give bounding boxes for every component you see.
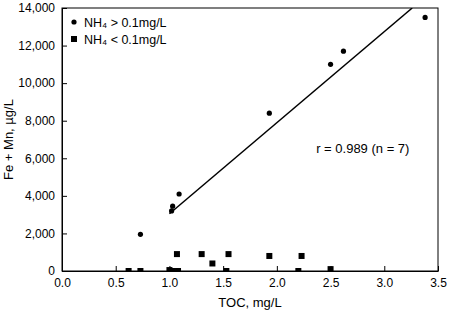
x-tick-label: 1.5 xyxy=(215,276,232,290)
point xyxy=(328,266,334,271)
y-tick-mark xyxy=(62,233,67,234)
y-tick-mark xyxy=(62,196,67,197)
point xyxy=(174,251,180,257)
x-axis: 0.0 0.5 1.0 1.5 2.0 2.5 3.0 3.5 xyxy=(54,266,447,290)
legend: NH₄ > 0.1mg/L NH₄ < 0.1mg/L xyxy=(71,16,167,47)
y-tick: 8,000 xyxy=(25,114,67,128)
y-tick-label: 2,000 xyxy=(25,227,55,241)
point xyxy=(209,260,215,266)
y-tick-mark xyxy=(62,121,67,122)
y-tick: 4,000 xyxy=(25,189,67,203)
y-tick-label: 8,000 xyxy=(25,114,55,128)
y-tick-mark xyxy=(62,83,67,84)
plot-frame xyxy=(62,8,438,271)
point xyxy=(226,251,232,257)
marks xyxy=(126,8,428,271)
x-tick: 3.0 xyxy=(376,266,393,290)
y-tick: 2,000 xyxy=(25,227,67,241)
x-tick-label: 2.5 xyxy=(323,276,340,290)
x-tick: 0.5 xyxy=(108,266,125,290)
point xyxy=(423,15,428,20)
y-tick: 12,000 xyxy=(18,39,67,53)
y-tick-label: 14,000 xyxy=(18,1,55,15)
x-tick-label: 1.0 xyxy=(162,276,179,290)
trend-line xyxy=(169,8,412,214)
y-axis-line xyxy=(62,9,63,272)
y-tick: 10,000 xyxy=(18,76,67,90)
x-tick: 1.5 xyxy=(215,266,232,290)
x-tick: 2.5 xyxy=(323,266,340,290)
x-tick-label: 0.5 xyxy=(108,276,125,290)
y-tick-mark xyxy=(62,8,67,9)
legend-label: NH₄ < 0.1mg/L xyxy=(84,33,167,47)
legend-marker xyxy=(71,19,76,24)
x-tick-label: 3.5 xyxy=(430,276,447,290)
point xyxy=(295,268,301,271)
x-tick-label: 3.0 xyxy=(376,276,393,290)
point xyxy=(223,268,229,271)
y-axis-title: Fe + Mn, µg/L xyxy=(1,99,16,180)
x-tick-mark xyxy=(116,266,117,271)
y-axis: 0 2,000 4,000 6,000 8,000 10,000 12,000 14,000 xyxy=(18,1,67,278)
y-tick-label: 10,000 xyxy=(18,76,55,90)
x-tick-mark xyxy=(277,266,278,271)
y-tick-label: 12,000 xyxy=(18,39,55,53)
point xyxy=(299,253,305,259)
point xyxy=(199,251,205,257)
x-tick: 3.5 xyxy=(430,266,447,290)
point xyxy=(126,268,132,271)
x-axis-title: TOC, mg/L xyxy=(218,295,281,310)
point xyxy=(328,62,333,67)
x-tick: 2.0 xyxy=(269,266,286,290)
y-tick: 0 xyxy=(48,264,67,278)
x-tick-label: 2.0 xyxy=(269,276,286,290)
x-tick-mark xyxy=(438,266,439,271)
legend-marker xyxy=(71,36,77,42)
legend-label: NH₄ > 0.1mg/L xyxy=(84,16,167,30)
y-tick-mark xyxy=(62,158,67,159)
x-tick-label: 0.0 xyxy=(54,276,71,290)
chart: 0.0 0.5 1.0 1.5 2.0 2.5 3.0 3.5 0 2,000 4,000 6,000… xyxy=(0,0,450,315)
y-tick-label: 0 xyxy=(48,264,55,278)
y-tick: 14,000 xyxy=(18,1,67,15)
y-tick-label: 4,000 xyxy=(25,189,55,203)
x-tick-mark xyxy=(384,266,385,271)
point xyxy=(137,268,143,271)
point xyxy=(175,268,181,271)
plot: 0.0 0.5 1.0 1.5 2.0 2.5 3.0 3.5 0 2,000 4,000 6,000… xyxy=(18,1,447,289)
y-tick-mark xyxy=(62,271,67,272)
x-axis-line xyxy=(63,271,439,272)
point xyxy=(341,49,346,54)
point xyxy=(176,191,181,196)
point xyxy=(170,204,175,209)
series-points xyxy=(126,251,334,271)
annotation: r = 0.989 (n = 7) xyxy=(316,141,409,156)
point xyxy=(266,253,272,259)
point xyxy=(170,268,176,271)
y-tick-label: 6,000 xyxy=(25,152,55,166)
y-tick-mark xyxy=(62,46,67,47)
point xyxy=(267,111,272,116)
point xyxy=(138,232,143,237)
y-tick: 6,000 xyxy=(25,152,67,166)
